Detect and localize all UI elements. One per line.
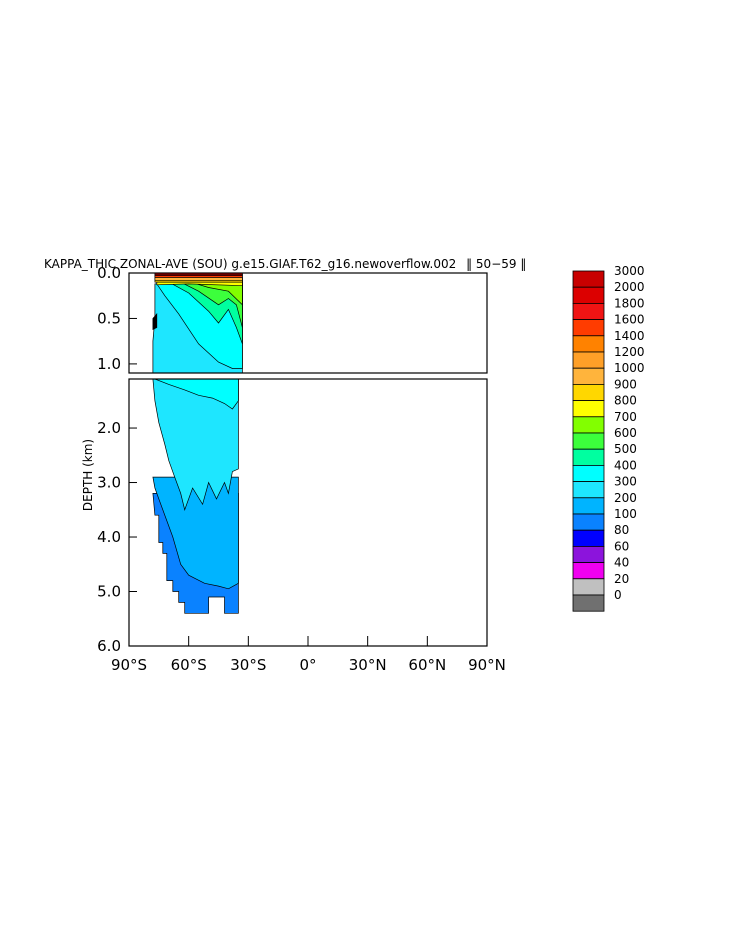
- colorbar: 3000200018001600140012001000900800700600…: [572, 264, 645, 612]
- contour-region-lower-300: [152, 476, 239, 590]
- colorbar-swatch: [572, 319, 605, 337]
- colorbar-swatch: [572, 351, 605, 369]
- colorbar-label: 500: [614, 442, 637, 456]
- chart-title: KAPPA_THIC ZONAL-AVE (SOU) g.e15.GIAF.T6…: [44, 257, 526, 271]
- y-tick-label: 2.0: [97, 419, 121, 437]
- colorbar-swatch: [572, 416, 605, 434]
- colorbar-swatch: [572, 286, 605, 304]
- colorbar-label: 1600: [614, 313, 645, 327]
- y-tick-label: 0.0: [97, 264, 121, 282]
- colorbar-swatch: [572, 335, 605, 353]
- axes: 0.0 0.5 1.0 2.0 3.0 4.0 5.0 6.090°S 60°S 30°S 0° 30…: [97, 264, 506, 674]
- colorbar-swatch: [572, 562, 605, 580]
- colorbar-swatch: [572, 464, 605, 482]
- title-years: 50−59: [476, 257, 517, 271]
- colorbar-swatch: [572, 529, 605, 547]
- colorbar-label: 600: [614, 426, 637, 440]
- y-tick-label: 5.0: [97, 583, 121, 601]
- y-tick-label: 1.0: [97, 355, 121, 373]
- colorbar-swatch: [572, 578, 605, 596]
- colorbar-label: 0: [614, 588, 622, 602]
- lower-panel: [152, 379, 239, 614]
- x-tick-label: 90°N: [468, 656, 506, 674]
- chart-title-text: KAPPA_THIC ZONAL-AVE (SOU) g.e15.GIAF.T6…: [44, 257, 456, 271]
- upper-frame: [128, 272, 488, 374]
- colorbar-label: 20: [614, 572, 629, 586]
- colorbar-swatch: [572, 383, 605, 401]
- x-tick-label: 60°S: [171, 656, 207, 674]
- colorbar-label: 300: [614, 475, 637, 489]
- x-tick-label: 0°: [299, 656, 316, 674]
- colorbar-swatch: [572, 302, 605, 320]
- y-tick-label: 4.0: [97, 528, 121, 546]
- colorbar-swatch: [572, 481, 605, 499]
- colorbar-swatch: [572, 270, 605, 288]
- colorbar-swatch: [572, 367, 605, 385]
- colorbar-label: 1200: [614, 345, 645, 359]
- x-tick-label: 90°S: [111, 656, 147, 674]
- colorbar-label: 900: [614, 377, 637, 391]
- contour-region-upper-0: [152, 312, 158, 330]
- colorbar-label: 80: [614, 523, 629, 537]
- colorbar-label: 1800: [614, 296, 645, 310]
- colorbar-swatch: [572, 594, 605, 612]
- colorbar-label: 2000: [614, 280, 645, 294]
- colorbar-label: 1400: [614, 329, 645, 343]
- y-tick-label: 0.5: [97, 309, 121, 327]
- colorbar-label: 3000: [614, 264, 645, 278]
- colorbar-label: 40: [614, 556, 629, 570]
- colorbar-label: 100: [614, 507, 637, 521]
- x-tick-label: 30°S: [230, 656, 266, 674]
- colorbar-swatch: [572, 400, 605, 418]
- colorbar-label: 200: [614, 491, 637, 505]
- title-years-marker: ‖: [466, 257, 472, 271]
- y-tick-label: 3.0: [97, 474, 121, 492]
- colorbar-label: 60: [614, 539, 629, 553]
- colorbar-swatch: [572, 448, 605, 466]
- x-tick-label: 30°N: [349, 656, 387, 674]
- title-years-marker-end: ‖: [520, 257, 526, 271]
- x-tick-label: 60°N: [408, 656, 446, 674]
- y-axis-label: DEPTH (km): [81, 439, 95, 511]
- colorbar-swatch: [572, 432, 605, 450]
- colorbar-label: 700: [614, 410, 637, 424]
- colorbar-swatch: [572, 546, 605, 564]
- contour-region-lower-500: [154, 379, 239, 410]
- contour-region-lower-400: [152, 379, 239, 512]
- y-tick-label: 6.0: [97, 637, 121, 655]
- colorbar-label: 800: [614, 394, 637, 408]
- colorbar-swatch: [572, 497, 605, 515]
- upper-panel: [152, 273, 243, 373]
- colorbar-label: 400: [614, 458, 637, 472]
- colorbar-swatch: [572, 513, 605, 531]
- colorbar-label: 1000: [614, 361, 645, 375]
